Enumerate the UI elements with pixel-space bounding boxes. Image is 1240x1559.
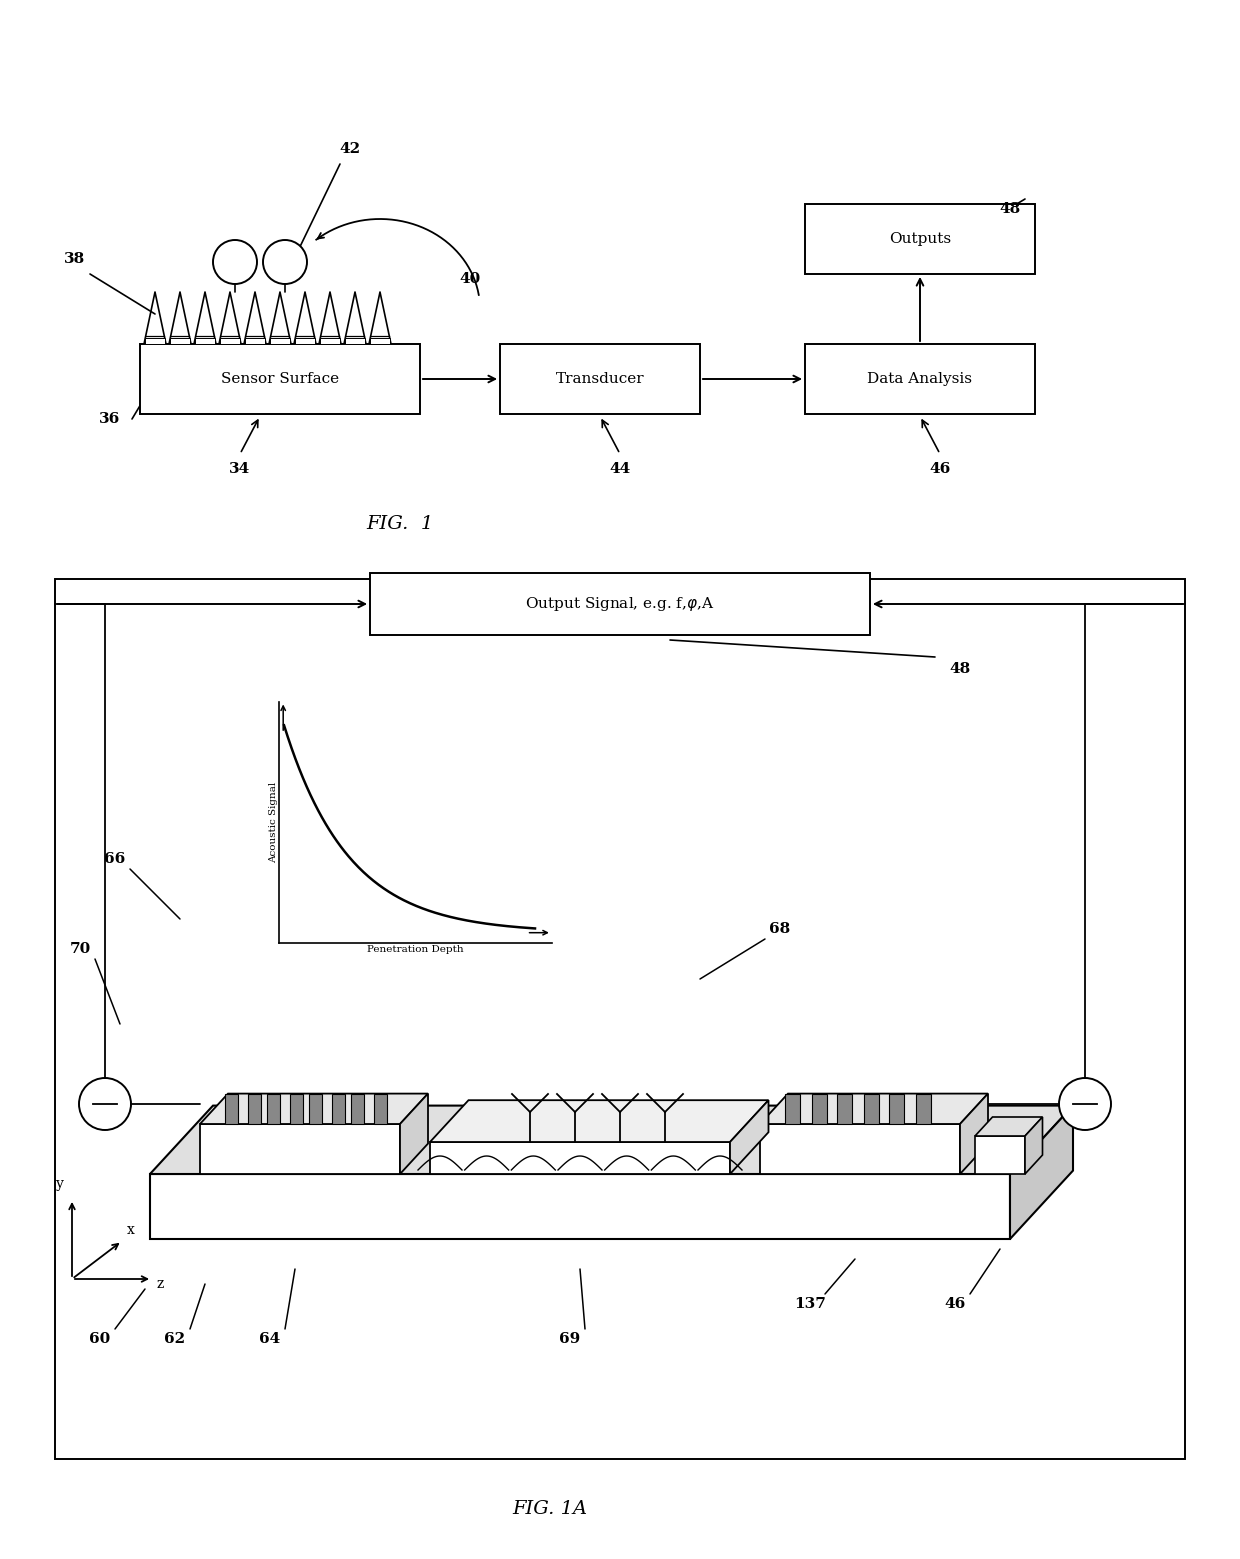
Polygon shape	[889, 1094, 904, 1124]
Text: 62: 62	[165, 1331, 186, 1345]
Text: 68: 68	[769, 921, 791, 935]
Text: 60: 60	[89, 1331, 110, 1345]
Text: Outputs: Outputs	[889, 232, 951, 246]
Polygon shape	[430, 1101, 769, 1143]
Text: FIG. 1A: FIG. 1A	[512, 1500, 588, 1518]
Text: 42: 42	[340, 142, 361, 156]
Text: 34: 34	[229, 461, 250, 475]
Circle shape	[1059, 1077, 1111, 1130]
Polygon shape	[430, 1143, 730, 1174]
Polygon shape	[267, 1094, 280, 1124]
FancyBboxPatch shape	[370, 574, 870, 635]
FancyBboxPatch shape	[370, 338, 391, 345]
Polygon shape	[351, 1094, 365, 1124]
Polygon shape	[309, 1094, 322, 1124]
Polygon shape	[290, 1094, 303, 1124]
Polygon shape	[975, 1137, 1025, 1174]
Polygon shape	[374, 1094, 387, 1124]
Text: 66: 66	[104, 853, 125, 865]
Polygon shape	[248, 1094, 260, 1124]
X-axis label: Penetration Depth: Penetration Depth	[367, 945, 464, 954]
FancyBboxPatch shape	[805, 345, 1035, 415]
Y-axis label: Acoustic Signal: Acoustic Signal	[269, 781, 278, 864]
Circle shape	[213, 240, 257, 284]
FancyBboxPatch shape	[500, 345, 701, 415]
Text: x: x	[126, 1222, 135, 1236]
Polygon shape	[224, 1094, 238, 1124]
Polygon shape	[730, 1101, 769, 1174]
Polygon shape	[1011, 1105, 1073, 1239]
FancyBboxPatch shape	[246, 338, 265, 345]
Text: FIG.  1: FIG. 1	[366, 514, 434, 533]
Text: 64: 64	[259, 1331, 280, 1345]
FancyBboxPatch shape	[170, 338, 190, 345]
Circle shape	[79, 1077, 131, 1130]
Polygon shape	[200, 1093, 428, 1124]
Polygon shape	[785, 1094, 800, 1124]
Polygon shape	[150, 1105, 1073, 1174]
Text: Data Analysis: Data Analysis	[868, 373, 972, 387]
Text: 69: 69	[559, 1331, 580, 1345]
Polygon shape	[200, 1124, 401, 1174]
Text: 46: 46	[945, 1297, 966, 1311]
Text: Sensor Surface: Sensor Surface	[221, 373, 339, 387]
Text: y: y	[56, 1177, 64, 1191]
Polygon shape	[760, 1124, 960, 1174]
Polygon shape	[1025, 1116, 1043, 1174]
FancyBboxPatch shape	[55, 578, 1185, 1459]
Text: 46: 46	[929, 461, 951, 475]
Polygon shape	[401, 1093, 428, 1174]
Polygon shape	[332, 1094, 345, 1124]
Polygon shape	[960, 1093, 988, 1174]
FancyBboxPatch shape	[145, 338, 165, 345]
Circle shape	[263, 240, 308, 284]
Text: 36: 36	[99, 412, 120, 426]
Text: 70: 70	[69, 942, 91, 956]
Text: 44: 44	[609, 461, 631, 475]
Text: z: z	[157, 1277, 164, 1291]
FancyBboxPatch shape	[195, 338, 215, 345]
Text: 48: 48	[950, 663, 971, 677]
FancyBboxPatch shape	[270, 338, 290, 345]
FancyBboxPatch shape	[140, 345, 420, 415]
Polygon shape	[864, 1094, 879, 1124]
FancyBboxPatch shape	[805, 204, 1035, 274]
Polygon shape	[916, 1094, 931, 1124]
Text: Output Signal, e.g. f,$\varphi$,A: Output Signal, e.g. f,$\varphi$,A	[526, 596, 714, 613]
Text: 38: 38	[64, 253, 86, 267]
Text: 48: 48	[999, 203, 1021, 217]
Polygon shape	[150, 1174, 1011, 1239]
Polygon shape	[760, 1093, 988, 1124]
Polygon shape	[975, 1116, 1043, 1137]
Text: 137: 137	[794, 1297, 826, 1311]
FancyBboxPatch shape	[345, 338, 365, 345]
FancyBboxPatch shape	[320, 338, 340, 345]
FancyBboxPatch shape	[219, 338, 241, 345]
Text: 40: 40	[459, 271, 481, 285]
FancyBboxPatch shape	[295, 338, 315, 345]
Polygon shape	[837, 1094, 852, 1124]
Text: Transducer: Transducer	[556, 373, 645, 387]
Polygon shape	[812, 1094, 827, 1124]
